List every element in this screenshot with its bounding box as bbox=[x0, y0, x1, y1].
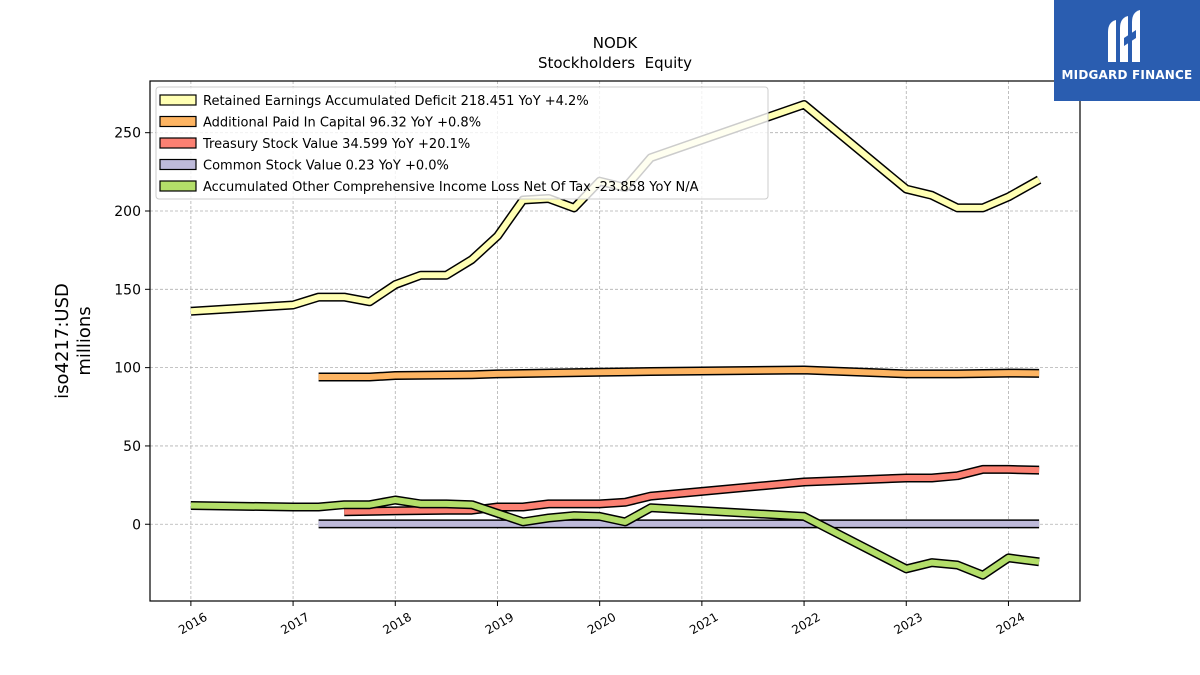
chart-subtitle: Stockholders Equity bbox=[538, 54, 692, 72]
y-tick-label: 200 bbox=[114, 204, 141, 220]
y-axis-label-unit: iso4217:USD bbox=[52, 283, 73, 399]
x-tick-label: 2019 bbox=[483, 610, 516, 637]
logo-text: MIDGARD FINANCE bbox=[1061, 68, 1193, 82]
series-line-stroke bbox=[318, 367, 1040, 380]
legend-swatch bbox=[159, 115, 197, 128]
x-tick-label: 2018 bbox=[381, 610, 414, 637]
series-line-3 bbox=[344, 464, 1040, 517]
x-tick-label: 2017 bbox=[278, 610, 311, 637]
y-tick-label: 50 bbox=[123, 439, 141, 455]
y-tick-label: 150 bbox=[114, 282, 141, 298]
x-tick-label: 2022 bbox=[789, 610, 822, 637]
series-line-stroke bbox=[190, 497, 1040, 579]
y-tick-label: 100 bbox=[114, 361, 141, 377]
series-line-outline bbox=[190, 495, 1040, 580]
legend-label: Common Stock Value 0.23 YoY +0.0% bbox=[203, 159, 449, 174]
legend-item: Additional Paid In Capital 96.32 YoY +0.… bbox=[159, 115, 481, 131]
x-tick-label: 2020 bbox=[585, 610, 618, 637]
legend-item: Treasury Stock Value 34.599 YoY +20.1% bbox=[159, 137, 470, 152]
x-axis: 2016 2017 2018 2019 2020 2021 2022 2023 2024 bbox=[176, 601, 1027, 637]
series-line-stroke bbox=[344, 466, 1040, 515]
x-tick-label: 2021 bbox=[687, 610, 720, 637]
midgard-finance-logo: MIDGARD FINANCE bbox=[1054, 0, 1200, 101]
legend-swatch bbox=[159, 158, 197, 171]
legend-swatch bbox=[159, 180, 197, 192]
legend-swatch bbox=[159, 94, 197, 106]
legend-label: Treasury Stock Value 34.599 YoY +20.1% bbox=[202, 137, 470, 152]
x-tick-label: 2023 bbox=[892, 610, 925, 637]
legend-label: Additional Paid In Capital 96.32 YoY +0.… bbox=[203, 116, 481, 131]
legend: Retained Earnings Accumulated Deficit 21… bbox=[155, 86, 769, 200]
legend-box bbox=[155, 86, 769, 200]
legend-swatch bbox=[159, 137, 197, 149]
y-tick-label: 0 bbox=[132, 517, 141, 533]
plot-frame bbox=[149, 80, 1081, 602]
series-line-5 bbox=[190, 495, 1040, 580]
legend-item: Common Stock Value 0.23 YoY +0.0% bbox=[159, 158, 449, 174]
y-axis: 0 50 100 150 200 250 bbox=[114, 126, 150, 533]
series-line-2 bbox=[318, 365, 1040, 382]
legend-label: Accumulated Other Comprehensive Income L… bbox=[203, 180, 699, 195]
y-axis-label-scale: millions bbox=[74, 306, 95, 375]
midgard-logo-icon bbox=[1108, 10, 1140, 62]
y-axis-label: iso4217:USD millions bbox=[52, 283, 95, 399]
x-tick-label: 2024 bbox=[994, 610, 1027, 637]
legend-item: Accumulated Other Comprehensive Income L… bbox=[159, 180, 699, 195]
chart-title: NODK bbox=[593, 34, 639, 52]
x-tick-label: 2016 bbox=[176, 610, 209, 637]
y-tick-label: 250 bbox=[114, 126, 141, 142]
legend-label: Retained Earnings Accumulated Deficit 21… bbox=[203, 94, 589, 109]
legend-item: Retained Earnings Accumulated Deficit 21… bbox=[159, 94, 589, 109]
